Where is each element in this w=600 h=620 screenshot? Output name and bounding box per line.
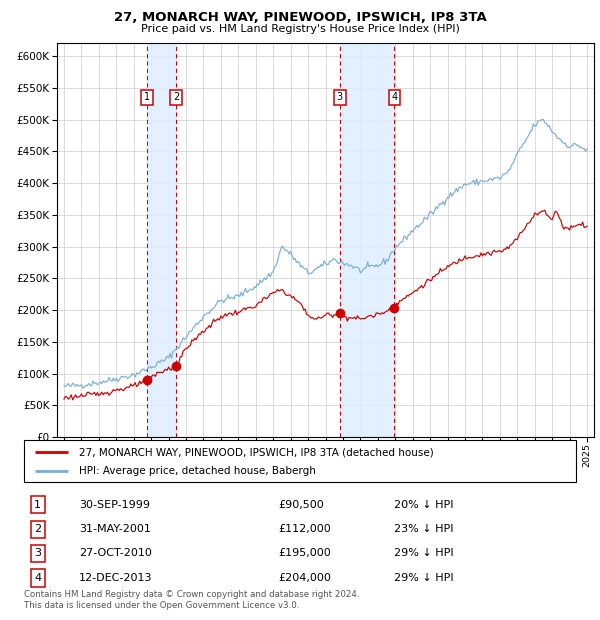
- Text: 29% ↓ HPI: 29% ↓ HPI: [394, 548, 454, 558]
- Text: HPI: Average price, detached house, Babergh: HPI: Average price, detached house, Babe…: [79, 466, 316, 476]
- Text: 4: 4: [391, 92, 397, 102]
- Text: 12-DEC-2013: 12-DEC-2013: [79, 573, 152, 583]
- Text: 2: 2: [34, 525, 41, 534]
- Text: £204,000: £204,000: [278, 573, 331, 583]
- Text: 27, MONARCH WAY, PINEWOOD, IPSWICH, IP8 3TA: 27, MONARCH WAY, PINEWOOD, IPSWICH, IP8 …: [113, 11, 487, 24]
- Text: 1: 1: [144, 92, 150, 102]
- Text: £112,000: £112,000: [278, 525, 331, 534]
- Bar: [147, 43, 176, 437]
- Text: 4: 4: [34, 573, 41, 583]
- Text: 27, MONARCH WAY, PINEWOOD, IPSWICH, IP8 3TA (detached house): 27, MONARCH WAY, PINEWOOD, IPSWICH, IP8 …: [79, 447, 434, 457]
- Text: Price paid vs. HM Land Registry's House Price Index (HPI): Price paid vs. HM Land Registry's House …: [140, 24, 460, 33]
- Text: 30-SEP-1999: 30-SEP-1999: [79, 500, 150, 510]
- Text: 3: 3: [34, 548, 41, 558]
- Bar: [340, 43, 394, 437]
- Text: 1: 1: [34, 500, 41, 510]
- Text: 2: 2: [173, 92, 179, 102]
- Text: 3: 3: [337, 92, 343, 102]
- Text: £90,500: £90,500: [278, 500, 323, 510]
- Text: 31-MAY-2001: 31-MAY-2001: [79, 525, 151, 534]
- Text: £195,000: £195,000: [278, 548, 331, 558]
- Text: This data is licensed under the Open Government Licence v3.0.: This data is licensed under the Open Gov…: [24, 601, 299, 611]
- Text: 29% ↓ HPI: 29% ↓ HPI: [394, 573, 454, 583]
- Text: 20% ↓ HPI: 20% ↓ HPI: [394, 500, 454, 510]
- Text: 27-OCT-2010: 27-OCT-2010: [79, 548, 152, 558]
- Text: Contains HM Land Registry data © Crown copyright and database right 2024.: Contains HM Land Registry data © Crown c…: [24, 590, 359, 600]
- Text: 23% ↓ HPI: 23% ↓ HPI: [394, 525, 454, 534]
